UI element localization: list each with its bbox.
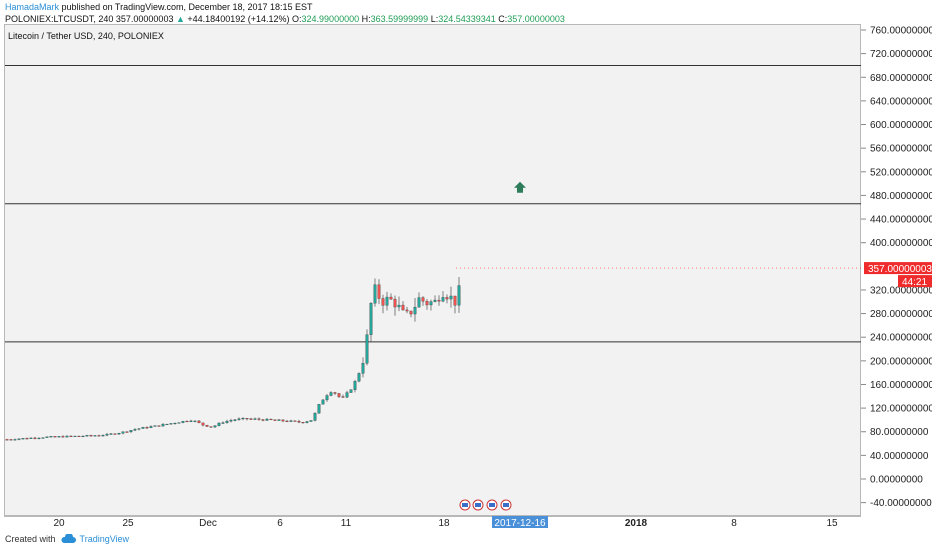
high-value: 363.59999999 bbox=[370, 14, 429, 24]
created-with-text: Created with bbox=[5, 534, 56, 544]
footer: Created with TradingView bbox=[5, 534, 129, 544]
ohlc-legend: POLONIEX:LTCUSDT, 240 357.00000003 ▲ +44… bbox=[5, 13, 565, 25]
symbol-label: POLONIEX:LTCUSDT, 240 bbox=[5, 14, 114, 24]
time-axis[interactable] bbox=[4, 516, 861, 529]
open-value: 324.99000000 bbox=[301, 14, 360, 24]
open-label: O: bbox=[292, 14, 302, 24]
close-label: C: bbox=[498, 14, 508, 24]
chart-title: Litecoin / Tether USD, 240, POLONIEX bbox=[8, 31, 164, 41]
low-label: L: bbox=[430, 14, 439, 24]
chart-plot-area[interactable] bbox=[4, 24, 861, 516]
cloud-icon bbox=[60, 534, 76, 543]
change-up-icon: ▲ bbox=[175, 14, 185, 24]
high-label: H: bbox=[361, 14, 371, 24]
low-value: 324.54339341 bbox=[438, 14, 496, 24]
last-price-label: 357.00000003 bbox=[115, 14, 174, 24]
change-label: +44.18400192 (+14.12%) bbox=[187, 14, 290, 24]
publish-info: HamadaMark published on TradingView.com,… bbox=[5, 1, 313, 13]
tradingview-link[interactable]: TradingView bbox=[79, 534, 130, 544]
close-value: 357.00000003 bbox=[507, 14, 565, 24]
author-link[interactable]: HamadaMark bbox=[5, 2, 60, 12]
publish-text: published on TradingView.com, December 1… bbox=[61, 2, 313, 12]
price-axis[interactable] bbox=[861, 24, 932, 516]
